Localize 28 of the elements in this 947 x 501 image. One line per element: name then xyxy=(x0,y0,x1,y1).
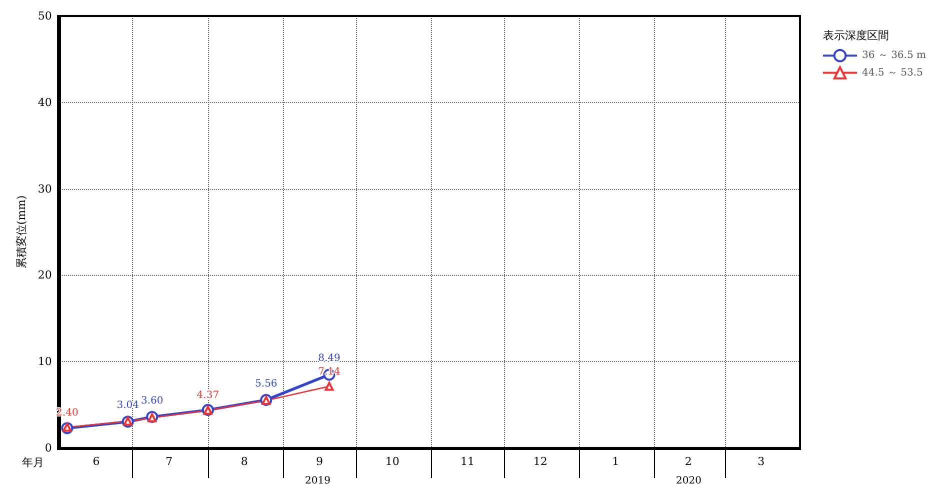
x-tick-label: 11 xyxy=(460,455,475,468)
data-label: 3.60 xyxy=(140,395,164,406)
data-label: 5.56 xyxy=(255,378,278,390)
y-axis-title: 累積変位(mm) xyxy=(15,195,28,269)
x-tick-label: 12 xyxy=(533,455,548,468)
legend-title: 表示深度区間 xyxy=(823,29,889,42)
data-label: 4.37 xyxy=(196,390,220,402)
y-tick-label: 10 xyxy=(38,355,52,368)
text: 2019 xyxy=(304,476,330,486)
x-tick-label: 10 xyxy=(385,455,400,468)
y-tick-label: 50 xyxy=(38,10,52,22)
y-tick-label: 40 xyxy=(38,96,52,109)
x-tick-label: 2 xyxy=(684,455,692,468)
x-axis-title: 年月 xyxy=(22,456,44,469)
x-tick-label: 7 xyxy=(166,455,173,468)
data-label: 3.04 xyxy=(116,400,139,412)
x-tick-label: 9 xyxy=(316,455,324,468)
y-tick-label: 30 xyxy=(38,182,52,196)
x-tick-label: 6 xyxy=(92,455,100,468)
y-tick-label: 0 xyxy=(44,442,52,454)
text: 2020 xyxy=(676,476,702,486)
x-tick-label: 8 xyxy=(240,455,248,468)
x-tick-label: 3 xyxy=(758,455,765,468)
x-tick-label: 1 xyxy=(612,455,620,468)
legend-label: 36 ～ 36.5 m xyxy=(862,50,927,62)
data-label: 8.49 xyxy=(318,353,340,364)
y-tick-label: 20 xyxy=(38,268,52,282)
legend-label: 44.5 ～ 53.5 xyxy=(862,67,923,78)
